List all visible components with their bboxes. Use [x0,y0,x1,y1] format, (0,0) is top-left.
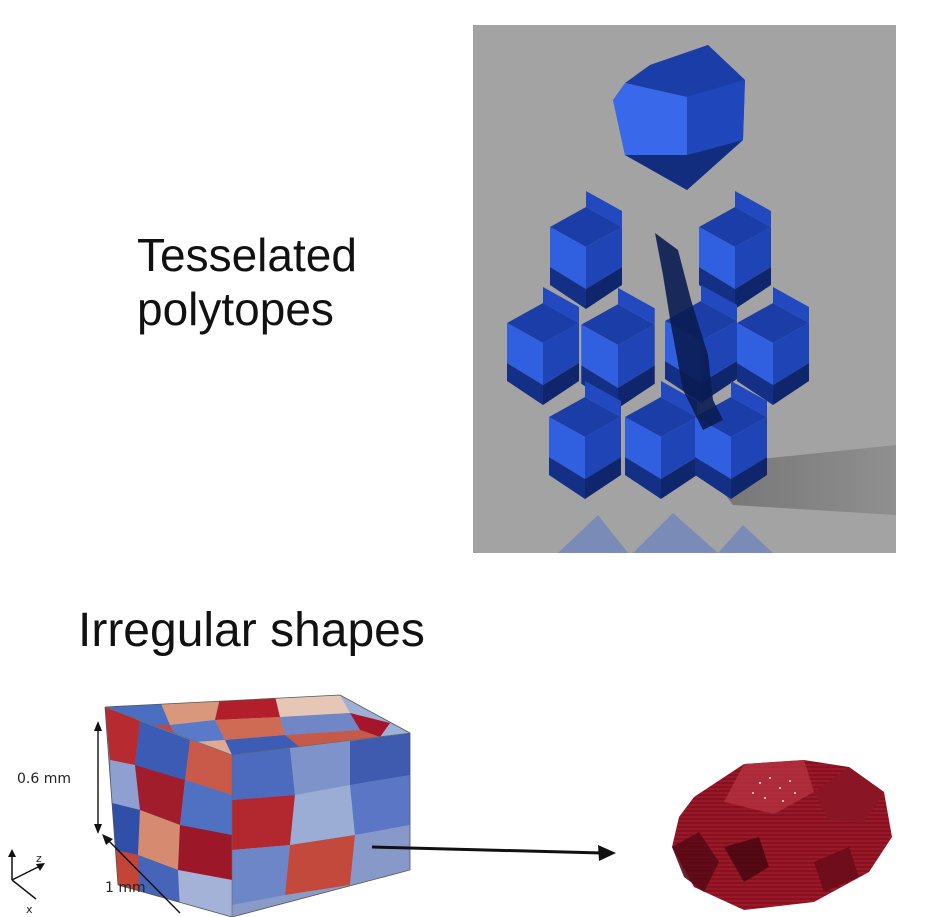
polytope-render [473,25,896,553]
title-line-1: Tesselated [137,229,357,281]
reflection [558,513,773,553]
width-label: 1 mm [105,880,146,896]
height-dimension: 0.6 mm [17,721,102,834]
box-side-face [232,733,410,917]
extraction-arrow [371,845,616,861]
width-dimension: 1 mm [102,834,181,914]
floating-polytope [613,45,745,190]
bottom-section-title: Irregular shapes [78,604,425,657]
axis-triad-icon: z x [8,849,45,916]
title-line-2: polytopes [137,283,334,336]
axis-z-label: z [36,852,42,865]
polytope-cluster [507,191,809,499]
single-grain-render [672,760,892,910]
grain-microstructure-box: 0.6 mm 1 mm z x [8,694,411,917]
axis-x-label: x [26,903,33,916]
top-section-title: Tesselated polytopes [137,228,357,337]
height-label: 0.6 mm [17,771,71,787]
